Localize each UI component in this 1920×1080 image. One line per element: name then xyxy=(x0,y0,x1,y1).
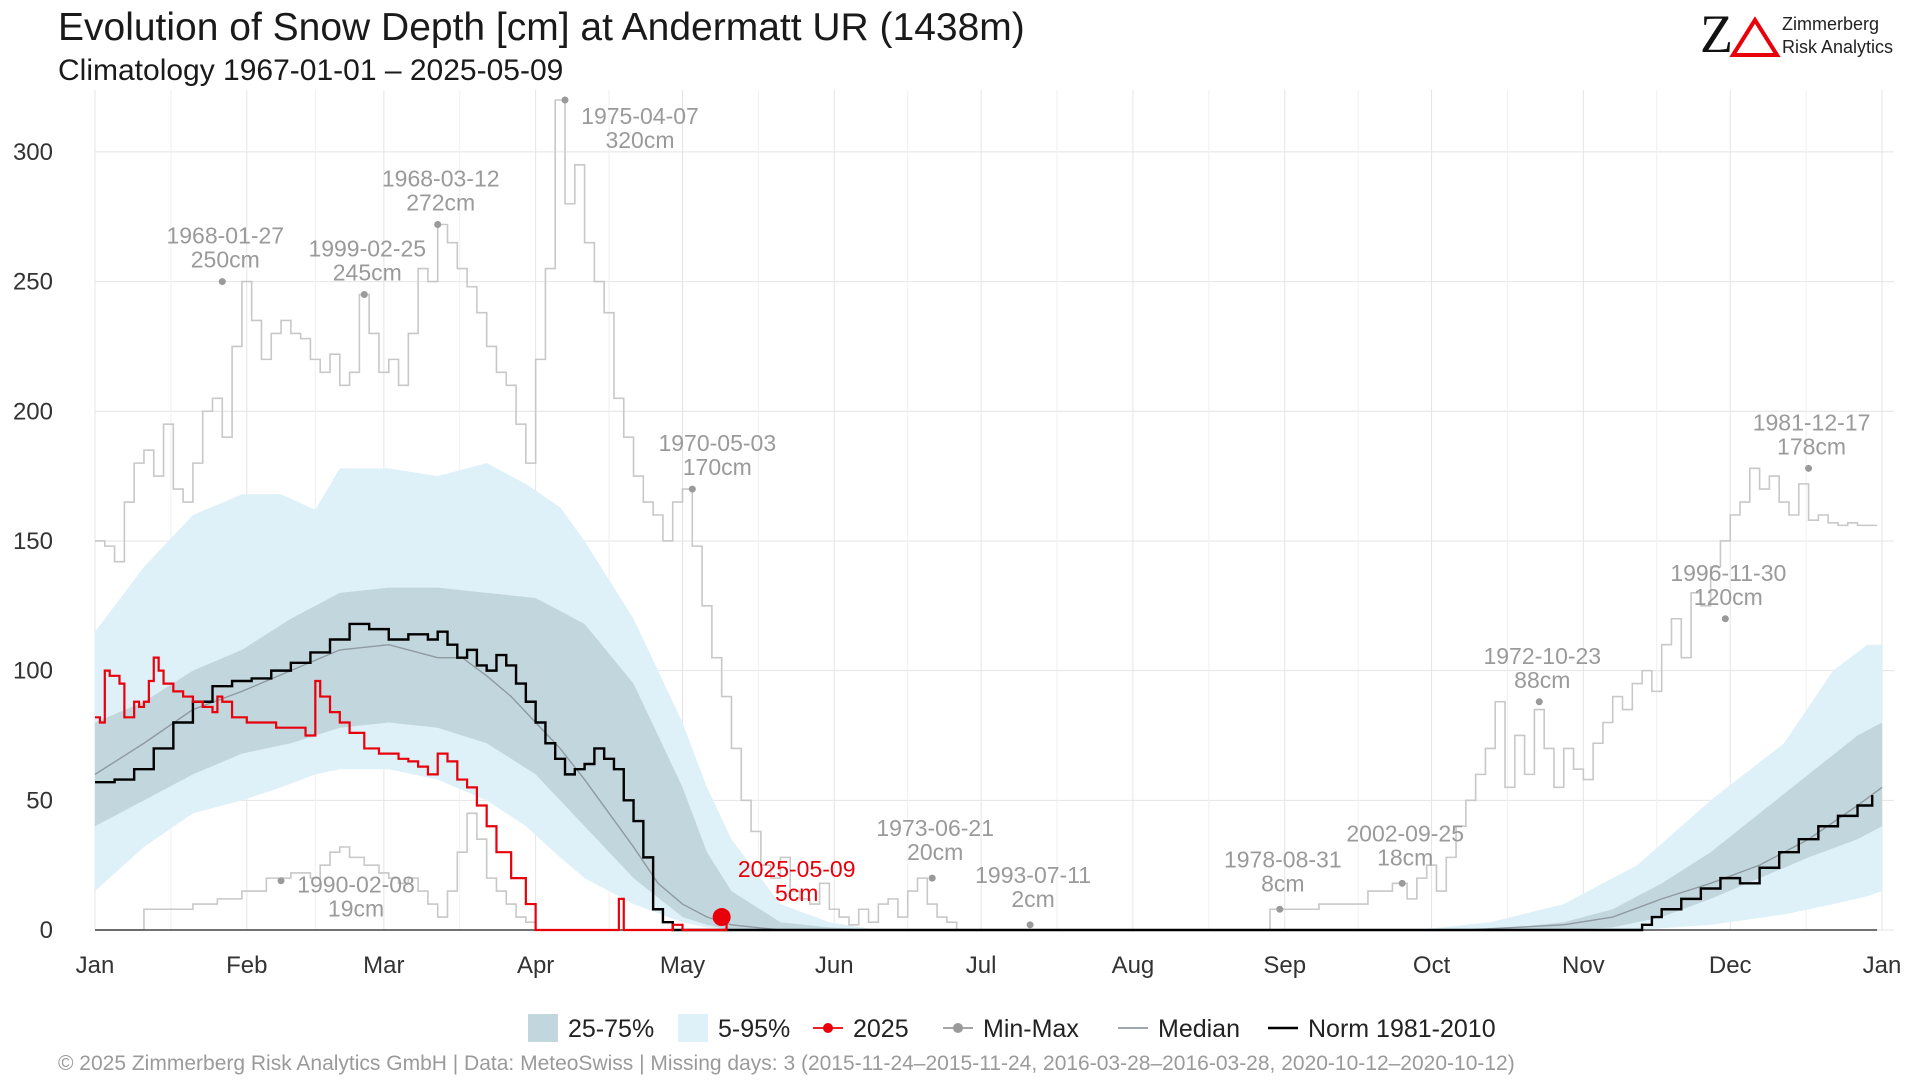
series-lines xyxy=(94,99,1883,932)
x-tick-label: Aug xyxy=(1112,952,1155,979)
annotation-value: 272cm xyxy=(406,190,475,216)
y-tick-label: 50 xyxy=(26,787,53,814)
current-date: 2025-05-09 xyxy=(738,856,856,882)
annotation-date: 1999-02-25 xyxy=(308,236,426,262)
annotation-date: 1972-10-23 xyxy=(1483,643,1601,669)
x-tick-label: Oct xyxy=(1413,952,1451,979)
annotation-value: 170cm xyxy=(683,454,752,480)
legend-swatch xyxy=(678,1014,708,1042)
minmax-point xyxy=(688,485,696,493)
annotation-date: 1973-06-21 xyxy=(876,815,994,841)
minmax-point xyxy=(1805,464,1813,472)
y-tick-label: 100 xyxy=(13,658,53,685)
legend-label: Norm 1981-2010 xyxy=(1308,1015,1496,1043)
legend-label: Min-Max xyxy=(983,1015,1079,1043)
minmax-point xyxy=(1026,921,1034,929)
y-tick-label: 250 xyxy=(13,269,53,296)
logo-line2: Risk Analytics xyxy=(1782,37,1893,57)
annotation-date: 1975-04-07 xyxy=(581,103,699,129)
chart-subtitle: Climatology 1967-01-01 – 2025-05-09 xyxy=(58,54,563,87)
legend-swatch-dot xyxy=(823,1023,833,1033)
minmax-point xyxy=(360,291,368,299)
legend-swatch-dot xyxy=(953,1023,963,1033)
series-median-line xyxy=(94,643,1883,931)
y-tick-label: 150 xyxy=(13,528,53,555)
x-tick-label: May xyxy=(660,952,705,979)
annotation-date: 1968-01-27 xyxy=(166,223,284,249)
y-tick-label: 200 xyxy=(13,398,53,425)
series-max-line xyxy=(95,99,1878,931)
minmax-point xyxy=(277,877,285,885)
current-value: 5cm xyxy=(775,880,818,906)
legend-label: 5-95% xyxy=(718,1015,790,1043)
legend: 25-75% 5-95% 2025 Min-Max Median Norm 1981-20… xyxy=(528,1014,1496,1043)
x-tick-label: Jan xyxy=(1863,952,1902,979)
grid xyxy=(94,90,1894,931)
logo-delta-icon xyxy=(1729,16,1781,57)
annotation-date: 1993-07-11 xyxy=(975,862,1091,888)
logo: Z Zimmerberg Risk Analytics xyxy=(1700,4,1893,64)
x-tick-label: Jul xyxy=(966,952,997,979)
x-tick-label: Jan xyxy=(76,952,115,979)
current-2025-point xyxy=(712,908,731,927)
y-tick-label: 300 xyxy=(13,139,53,166)
minmax-point xyxy=(1535,698,1543,706)
band-25-75 xyxy=(95,587,1882,930)
minmax-point xyxy=(561,96,569,104)
annotation-value: 2cm xyxy=(1011,886,1054,912)
annotation-date: 1981-12-17 xyxy=(1753,409,1871,435)
minmax-point xyxy=(1721,615,1729,623)
y-tick-label: 0 xyxy=(40,917,53,944)
annotation-date: 1970-05-03 xyxy=(658,430,776,456)
series-2025-line xyxy=(95,656,728,932)
footer-credit: © 2025 Zimmerberg Risk Analytics GmbH | … xyxy=(58,1052,1515,1075)
x-tick-label: Jun xyxy=(815,952,854,979)
x-tick-label: Dec xyxy=(1709,952,1752,979)
minmax-point xyxy=(218,278,226,286)
x-axis-ticks: Jan Feb Mar Apr May Jun Jul Aug Sep Oct Nov Dec Jan xyxy=(76,952,1902,979)
x-tick-label: Sep xyxy=(1263,952,1306,979)
bands xyxy=(95,463,1882,930)
series-norm-line xyxy=(95,622,1874,932)
legend-label: 25-75% xyxy=(568,1015,654,1043)
annotation-value: 19cm xyxy=(328,896,384,922)
series-min-line xyxy=(95,812,561,931)
annotation-date: 1990-02-08 xyxy=(297,872,415,898)
annotation-value: 245cm xyxy=(333,260,402,286)
legend-label: Median xyxy=(1158,1015,1240,1043)
x-tick-label: Mar xyxy=(363,952,404,979)
minmax-point xyxy=(434,221,442,228)
minmax-point xyxy=(928,874,936,882)
annotation-value: 88cm xyxy=(1514,667,1570,693)
annotation-date: 1968-03-12 xyxy=(382,166,500,192)
band-5-95 xyxy=(95,463,1882,930)
annotation-value: 178cm xyxy=(1777,433,1846,459)
annotation-value: 250cm xyxy=(191,247,260,273)
annotation-date: 1996-11-30 xyxy=(1670,560,1786,586)
minmax-point xyxy=(1398,879,1406,887)
annotation-date: 2002-09-25 xyxy=(1346,820,1464,846)
logo-mark: Z xyxy=(1700,4,1733,64)
chart-title: Evolution of Snow Depth [cm] at Andermat… xyxy=(58,6,1025,49)
annotation-value: 8cm xyxy=(1261,870,1304,896)
legend-label: 2025 xyxy=(853,1015,909,1043)
x-tick-label: Apr xyxy=(517,952,554,979)
annotation-value: 20cm xyxy=(907,839,963,865)
x-tick-label: Feb xyxy=(226,952,267,979)
annotation-value: 320cm xyxy=(605,127,674,153)
y-axis-ticks: 0 50 100 150 200 250 300 xyxy=(13,139,53,944)
legend-swatch xyxy=(528,1014,558,1042)
annotation-value: 120cm xyxy=(1694,584,1763,610)
annotation-date: 1978-08-31 xyxy=(1224,846,1342,872)
annotation-value: 18cm xyxy=(1377,844,1433,870)
x-tick-label: Nov xyxy=(1562,952,1605,979)
logo-line1: Zimmerberg xyxy=(1782,14,1879,34)
minmax-point xyxy=(1276,905,1284,913)
